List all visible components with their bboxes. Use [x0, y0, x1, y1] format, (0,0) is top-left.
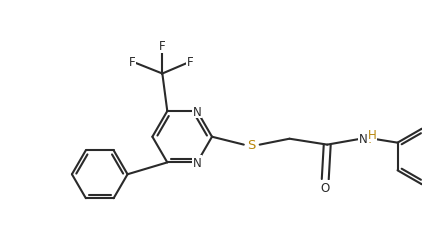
Text: N: N: [193, 156, 201, 169]
Text: H: H: [368, 129, 376, 142]
Text: S: S: [247, 139, 256, 151]
Text: N: N: [359, 133, 367, 146]
Text: H: H: [363, 133, 371, 146]
Text: F: F: [187, 56, 193, 69]
Text: F: F: [129, 56, 136, 69]
Text: O: O: [321, 181, 330, 194]
Text: F: F: [159, 40, 166, 53]
Text: N: N: [193, 105, 201, 118]
